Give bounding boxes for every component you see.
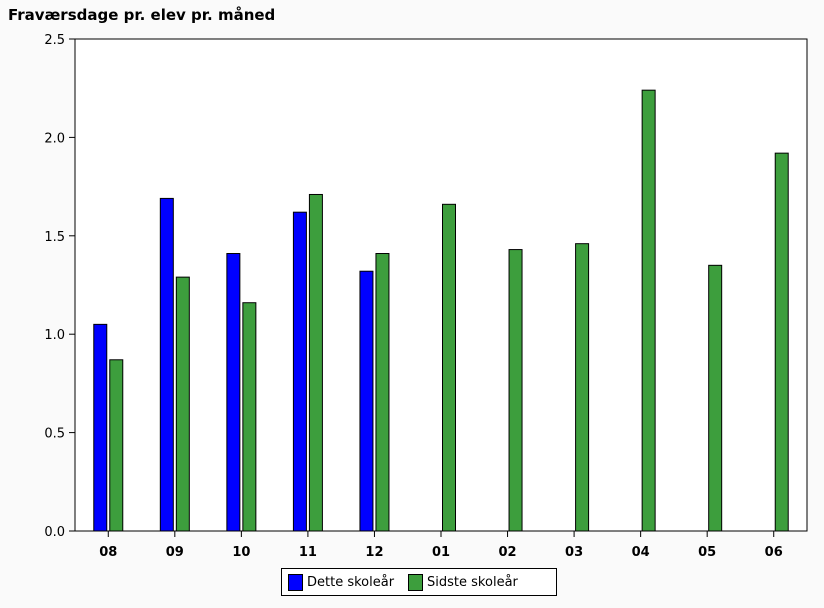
legend: Dette skoleår Sidste skoleår bbox=[281, 568, 557, 596]
bar-last-year-04 bbox=[641, 89, 656, 532]
bar-last-year-10 bbox=[242, 302, 257, 532]
bar-last-year-12 bbox=[375, 253, 390, 532]
legend-item-current-year: Dette skoleår bbox=[288, 573, 395, 591]
bar-last-year-09 bbox=[175, 276, 190, 532]
x-tick-label-11: 11 bbox=[299, 545, 317, 560]
x-tick-label-02: 02 bbox=[498, 545, 516, 560]
bar-last-year-06 bbox=[774, 152, 789, 532]
bar-last-year-02 bbox=[508, 249, 523, 532]
bar-last-year-03 bbox=[575, 243, 590, 532]
y-tick-label-3: 1.5 bbox=[44, 230, 65, 245]
bar-last-year-05 bbox=[708, 264, 723, 532]
y-tick-label-2: 1.0 bbox=[44, 328, 65, 343]
y-tick-label-1: 0.5 bbox=[44, 427, 65, 442]
x-tick-label-03: 03 bbox=[565, 545, 583, 560]
bar-last-year-11 bbox=[308, 193, 323, 532]
bar-current-year-08 bbox=[93, 323, 108, 532]
x-tick-label-08: 08 bbox=[99, 545, 117, 560]
x-tick-label-10: 10 bbox=[232, 545, 250, 560]
bar-last-year-01 bbox=[442, 203, 456, 532]
legend-label-current-year: Dette skoleår bbox=[307, 574, 395, 590]
x-tick-label-05: 05 bbox=[698, 545, 716, 560]
legend-swatch-last-year bbox=[408, 573, 424, 591]
bar-last-year-08 bbox=[109, 359, 124, 532]
chart-title: Fraværsdage pr. elev pr. måned bbox=[8, 6, 276, 24]
legend-swatch-current-year bbox=[288, 573, 303, 591]
x-tick-label-01: 01 bbox=[432, 545, 450, 560]
bar-current-year-10 bbox=[226, 253, 241, 532]
legend-item-last-year: Sidste skoleår bbox=[408, 573, 518, 591]
bar-chart: 0.0 0.5 1.0 1.5 2.0 2.5 08 09 10 11 12 01 02 03 04 05 06 bbox=[44, 33, 808, 560]
y-tick-label-4: 2.0 bbox=[44, 131, 65, 146]
plot-frame bbox=[74, 38, 808, 532]
y-tick-label-0: 0.0 bbox=[44, 525, 65, 540]
bar-current-year-12 bbox=[359, 270, 374, 532]
x-tick-label-06: 06 bbox=[765, 545, 783, 560]
y-tick-label-5: 2.5 bbox=[44, 33, 65, 48]
x-tick-label-09: 09 bbox=[166, 545, 184, 560]
x-tick-label-12: 12 bbox=[365, 545, 383, 560]
plot-area: 0.0 0.5 1.0 1.5 2.0 2.5 08 09 10 11 12 01 02 03 04 05 06 bbox=[44, 33, 808, 560]
legend-label-last-year: Sidste skoleår bbox=[427, 574, 518, 590]
bar-current-year-11 bbox=[292, 211, 307, 532]
bar-current-year-09 bbox=[159, 197, 174, 532]
x-tick-label-04: 04 bbox=[632, 545, 650, 560]
